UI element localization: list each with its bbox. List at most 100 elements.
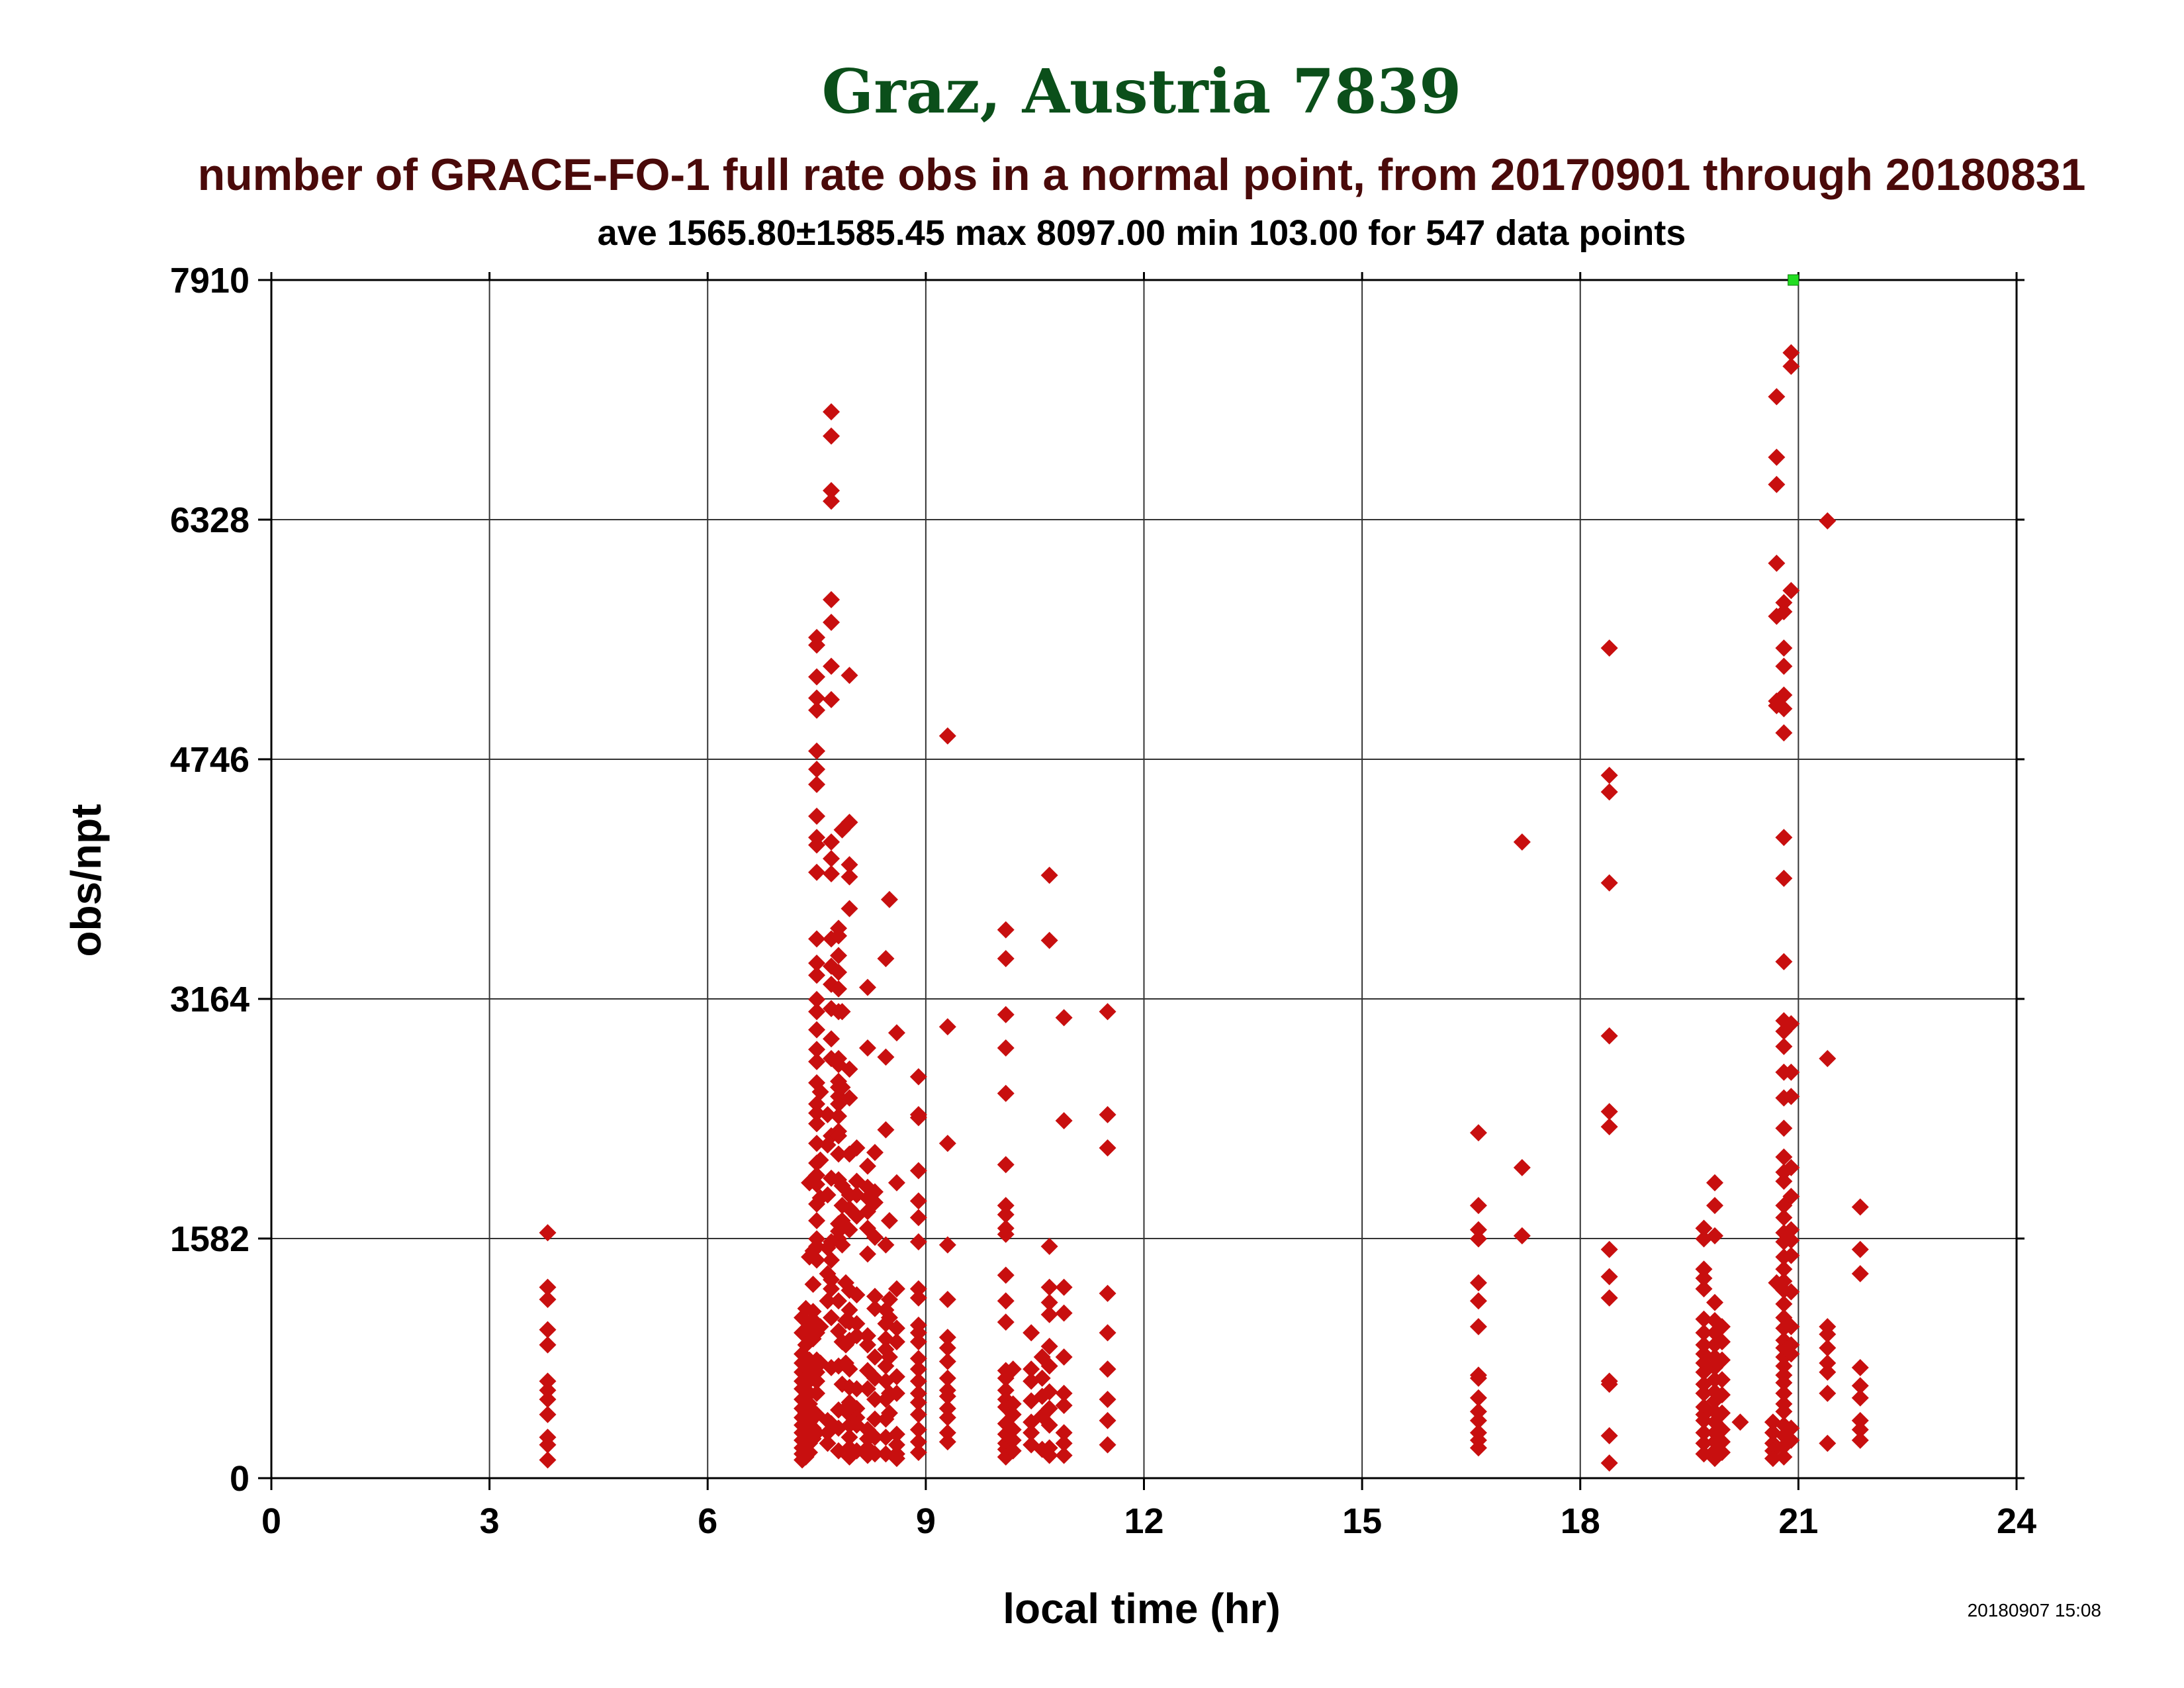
- data-point: [1695, 1310, 1713, 1328]
- data-point: [1775, 1037, 1793, 1055]
- data-point: [887, 1425, 905, 1443]
- data-point: [866, 1348, 884, 1366]
- data-point: [848, 1380, 866, 1397]
- data-point: [1600, 1027, 1618, 1045]
- data-point: [539, 1224, 557, 1242]
- data-point: [938, 1018, 956, 1036]
- data-point: [1600, 1103, 1618, 1121]
- data-point: [808, 1384, 826, 1402]
- data-point: [819, 1186, 837, 1204]
- data-point: [823, 850, 841, 868]
- data-point: [823, 657, 841, 675]
- data-point: [1819, 1339, 1837, 1357]
- data-point: [1851, 1265, 1869, 1283]
- data-point: [823, 403, 841, 421]
- data-point: [1055, 1278, 1073, 1296]
- y-tick-label: 6328: [170, 500, 250, 540]
- data-point: [808, 1053, 826, 1070]
- data-point: [877, 1048, 895, 1066]
- data-point: [808, 1176, 826, 1194]
- data-point: [887, 1024, 905, 1042]
- data-point: [866, 1183, 884, 1201]
- data-point: [808, 1115, 826, 1133]
- x-tick-label: 0: [261, 1501, 281, 1541]
- y-tick-label: 0: [230, 1459, 250, 1499]
- data-point: [997, 950, 1015, 968]
- data-point: [823, 482, 841, 500]
- data-point: [1040, 1293, 1058, 1311]
- data-point: [1099, 1360, 1116, 1378]
- data-point: [1513, 833, 1531, 851]
- data-point: [1764, 1450, 1782, 1468]
- data-point: [1099, 1436, 1116, 1454]
- data-point: [997, 1084, 1015, 1102]
- data-point: [1040, 1357, 1058, 1375]
- data-point: [1782, 1419, 1800, 1437]
- data-point: [841, 814, 858, 831]
- chart-title: Graz, Austria 7839: [822, 56, 1462, 127]
- data-point: [1469, 1318, 1487, 1336]
- data-point: [1775, 700, 1793, 718]
- data-point: [909, 1421, 927, 1438]
- data-point: [1775, 724, 1793, 742]
- data-point: [887, 1450, 905, 1468]
- data-point: [1040, 1446, 1058, 1464]
- data-point: [808, 775, 826, 793]
- data-point: [823, 590, 841, 608]
- y-tick-labels: 0 1582 3164 4746 6328 7910: [170, 261, 250, 1499]
- data-point: [880, 1348, 898, 1366]
- data-point: [909, 1333, 927, 1351]
- data-point: [1775, 1295, 1793, 1313]
- data-point: [1469, 1369, 1487, 1387]
- data-point: [880, 1309, 898, 1327]
- data-point: [1782, 1246, 1800, 1264]
- data-point: [866, 1299, 884, 1317]
- data-point: [997, 1382, 1015, 1399]
- x-tick-label: 12: [1124, 1501, 1163, 1541]
- data-point: [1469, 1230, 1487, 1248]
- data-point: [808, 1211, 826, 1229]
- data-point: [909, 1360, 927, 1378]
- data-point: [1768, 448, 1786, 466]
- data-point: [1040, 867, 1058, 884]
- data-point: [1469, 1221, 1487, 1239]
- data-point: [1706, 1197, 1724, 1215]
- data-point: [539, 1451, 557, 1469]
- x-tick-label: 9: [916, 1501, 936, 1541]
- data-point: [1706, 1293, 1724, 1311]
- data-point: [1775, 1384, 1793, 1402]
- data-point: [1695, 1412, 1713, 1430]
- data-point: [858, 1336, 876, 1354]
- data-point: [830, 927, 848, 945]
- data-point: [1782, 344, 1800, 361]
- data-point: [1040, 1383, 1058, 1401]
- data-point: [1040, 931, 1058, 949]
- data-point: [997, 1156, 1015, 1174]
- data-point: [1004, 1360, 1022, 1378]
- data-point: [1819, 512, 1837, 530]
- data-point: [1600, 1454, 1618, 1472]
- data-point: [858, 1380, 876, 1397]
- data-point: [909, 1393, 927, 1411]
- data-point: [830, 1292, 848, 1310]
- data-point: [1731, 1413, 1749, 1431]
- data-point: [823, 690, 841, 708]
- max-value-marker-group: [1788, 274, 1799, 286]
- y-tick-label: 1582: [170, 1219, 250, 1259]
- data-point: [887, 1174, 905, 1192]
- x-axis-label: local time (hr): [1003, 1585, 1281, 1632]
- x-tick-label: 24: [1997, 1501, 2036, 1541]
- data-point: [823, 492, 841, 510]
- data-point: [823, 614, 841, 632]
- data-point: [887, 1384, 905, 1402]
- data-point: [858, 978, 876, 996]
- data-point: [1600, 767, 1618, 784]
- data-point: [1768, 388, 1786, 406]
- x-tick-label: 3: [480, 1501, 500, 1541]
- data-point: [841, 1429, 858, 1446]
- data-point: [830, 980, 848, 998]
- data-point: [823, 1030, 841, 1048]
- data-point: [1040, 1278, 1058, 1296]
- y-tick-label: 7910: [170, 261, 250, 301]
- grid-lines: [271, 279, 2017, 1479]
